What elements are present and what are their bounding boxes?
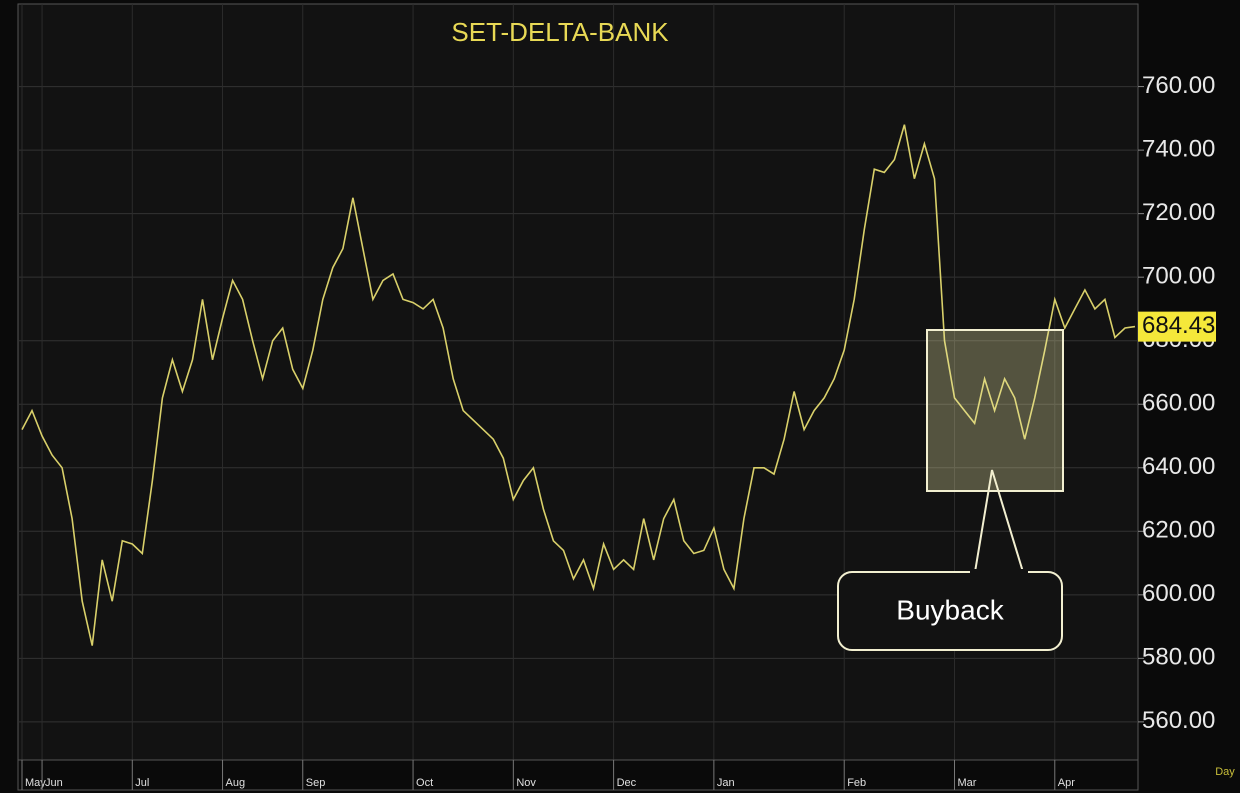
y-tick-label: 620.00 [1142, 517, 1215, 544]
callout-pointer [974, 469, 1024, 573]
x-tick-label: Dec [617, 777, 637, 789]
y-tick-label: 600.00 [1142, 580, 1215, 607]
x-tick-label: Mar [958, 777, 977, 789]
y-tick-label: 700.00 [1142, 263, 1215, 290]
y-tick-label: 580.00 [1142, 644, 1215, 671]
x-tick-label: Jan [717, 777, 735, 789]
x-tick-label: Apr [1058, 777, 1075, 789]
annotation: Buyback [896, 594, 1004, 625]
last-value-label: 684.43 [1142, 312, 1215, 339]
y-tick-label: 640.00 [1142, 453, 1215, 480]
y-tick-label: 660.00 [1142, 390, 1215, 417]
price-line [21, 124, 1136, 646]
x-tick-label: Feb [847, 777, 866, 789]
y-tick-label: 720.00 [1142, 199, 1215, 226]
x-tick-label: Oct [416, 777, 433, 789]
y-tick-label: 740.00 [1142, 135, 1215, 162]
x-tick-label: Sep [306, 777, 326, 789]
grid [18, 4, 1144, 760]
highlight-box [926, 329, 1064, 492]
last-value-badge [1138, 311, 1216, 342]
callout-box [837, 571, 1063, 651]
chart-title: SET-DELTA-BANK [451, 17, 669, 47]
x-tick-label: May [25, 777, 46, 789]
plot [21, 124, 1136, 646]
y-tick-label: 760.00 [1142, 72, 1215, 99]
x-tick-label: Jul [135, 777, 149, 789]
callout-gap [970, 569, 1028, 575]
x-tick-label: Nov [516, 777, 536, 789]
x-axis-strip [17, 759, 1139, 791]
x-axis-label: Day [1215, 766, 1235, 778]
x-tick-label: Jun [45, 777, 63, 789]
y-tick-label: 560.00 [1142, 707, 1215, 734]
x-tick-label: Aug [226, 777, 246, 789]
